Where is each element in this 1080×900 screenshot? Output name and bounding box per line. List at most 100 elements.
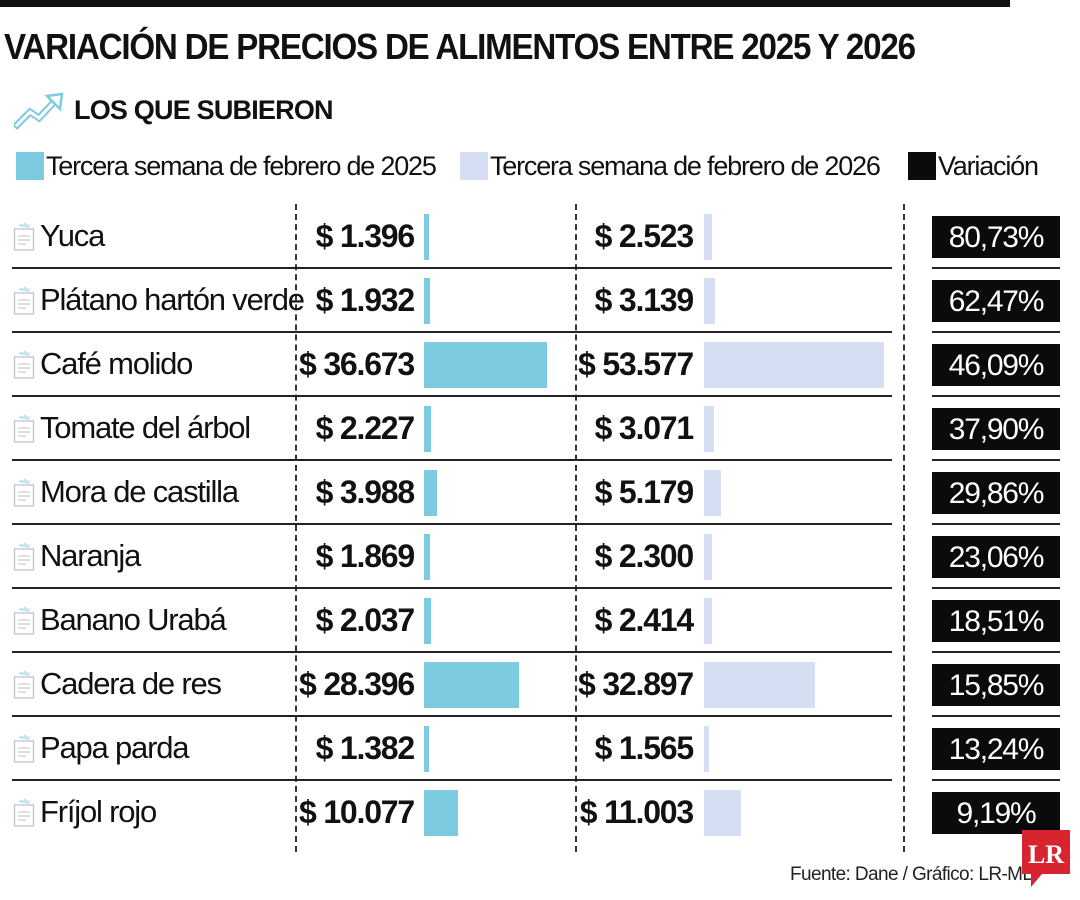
grocery-bag-icon <box>13 478 35 507</box>
row-separator-variation <box>932 715 1060 717</box>
price-2025-label: $ 36.673 <box>299 346 415 382</box>
row-separator-variation <box>932 459 1060 461</box>
legend-item-2025: Tercera semana de febrero de 2025 <box>16 148 437 184</box>
bar-2026 <box>704 598 712 644</box>
table-row: Tomate del árbol $ 2.227 $ 3.071 37,90% <box>0 396 1080 460</box>
row-separator-variation <box>932 779 1060 781</box>
bar-2026 <box>704 534 712 580</box>
product-label: Fríjol rojo <box>40 794 157 829</box>
variation-badge: 80,73% <box>932 216 1060 258</box>
grocery-bag-icon <box>13 606 35 635</box>
price-2026-label: $ 2.414 <box>594 602 695 638</box>
chart-title: VARIACIÓN DE PRECIOS DE ALIMENTOS ENTRE … <box>4 26 916 67</box>
product-label: Plátano hartón verde <box>40 282 305 317</box>
legend-swatch-2025 <box>16 152 44 180</box>
variation-badge: 9,19% <box>932 792 1060 834</box>
bar-2026 <box>704 662 815 708</box>
table-row: Café molido $ 36.673 $ 53.577 46,09% <box>0 332 1080 396</box>
table-row: Cadera de res $ 28.396 $ 32.897 15,85% <box>0 652 1080 716</box>
grocery-bag-icon <box>13 542 35 571</box>
product-label: Cadera de res <box>40 666 222 701</box>
table-row: Naranja $ 1.869 $ 2.300 23,06% <box>0 524 1080 588</box>
row-separator-variation <box>932 587 1060 589</box>
lr-logo: LR <box>1022 830 1070 887</box>
bar-2026 <box>704 342 884 388</box>
column-divider-variation <box>903 204 905 852</box>
bar-2025 <box>424 278 430 324</box>
subtitle: LOS QUE SUBIERON <box>74 94 334 125</box>
product-label: Yuca <box>40 218 105 253</box>
row-separator-variation <box>932 331 1060 333</box>
price-2026-label: $ 2.523 <box>594 218 695 254</box>
bar-2025 <box>424 406 431 452</box>
price-2026-label: $ 5.179 <box>594 474 695 510</box>
price-2026-label: $ 32.897 <box>578 666 694 702</box>
bar-2026 <box>704 406 714 452</box>
legend-swatch-variation <box>908 152 936 180</box>
row-separator-variation <box>932 395 1060 397</box>
grocery-bag-icon <box>13 734 35 763</box>
bar-2025 <box>424 342 547 388</box>
price-2026-label: $ 11.003 <box>579 794 694 830</box>
price-2026-label: $ 2.300 <box>594 538 695 574</box>
subtitle-row: LOS QUE SUBIERON <box>14 88 334 132</box>
legend-item-variation: Variación <box>908 148 1039 184</box>
table-row: Papa parda $ 1.382 $ 1.565 13,24% <box>0 716 1080 780</box>
row-separator <box>12 523 892 525</box>
column-divider-2025 <box>295 204 297 852</box>
bar-2025 <box>424 790 458 836</box>
product-label: Mora de castilla <box>40 474 239 509</box>
price-2026-label: $ 1.565 <box>594 730 695 766</box>
bar-2025 <box>424 214 429 260</box>
price-2025-label: $ 2.037 <box>315 602 416 638</box>
table-row: Fríjol rojo $ 10.077 $ 11.003 9,19% <box>0 780 1080 844</box>
price-2025-label: $ 2.227 <box>315 410 416 446</box>
table-row: Yuca $ 1.396 $ 2.523 80,73% <box>0 204 1080 268</box>
legend-item-2026: Tercera semana de febrero de 2026 <box>460 148 881 184</box>
variation-badge: 37,90% <box>932 408 1060 450</box>
price-2025-label: $ 1.869 <box>315 538 416 574</box>
trend-up-icon <box>14 92 64 130</box>
row-separator <box>12 651 892 653</box>
bar-2026 <box>704 278 715 324</box>
price-2025-label: $ 1.932 <box>315 282 416 318</box>
product-label: Café molido <box>40 346 193 381</box>
price-2026-label: $ 3.071 <box>594 410 695 446</box>
table-row: Plátano hartón verde $ 1.932 $ 3.139 62,47% <box>0 268 1080 332</box>
bar-2025 <box>424 534 430 580</box>
bar-2026 <box>704 470 721 516</box>
grocery-bag-icon <box>13 286 35 315</box>
legend-label-2025: Tercera semana de febrero de 2025 <box>46 150 437 181</box>
product-label: Tomate del árbol <box>40 410 251 445</box>
grocery-bag-icon <box>13 670 35 699</box>
row-separator <box>12 395 892 397</box>
variation-badge: 29,86% <box>932 472 1060 514</box>
bar-2026 <box>704 790 741 836</box>
legend-label-2026: Tercera semana de febrero de 2026 <box>490 150 881 181</box>
bar-2025 <box>424 662 519 708</box>
legend-label-variation: Variación <box>938 150 1039 181</box>
price-2025-label: $ 10.077 <box>299 794 415 830</box>
variation-badge: 23,06% <box>932 536 1060 578</box>
top-rule <box>0 0 1010 7</box>
row-separator-variation <box>932 651 1060 653</box>
row-separator <box>12 715 892 717</box>
variation-badge: 13,24% <box>932 728 1060 770</box>
bar-2026 <box>704 214 712 260</box>
product-label: Papa parda <box>40 730 190 765</box>
row-separator-variation <box>932 523 1060 525</box>
bar-2025 <box>424 470 437 516</box>
price-2025-label: $ 1.396 <box>315 218 416 254</box>
grocery-bag-icon <box>13 414 35 443</box>
legend: Tercera semana de febrero de 2025 Tercer… <box>0 148 1080 184</box>
table-row: Banano Urabá $ 2.037 $ 2.414 18,51% <box>0 588 1080 652</box>
price-2025-label: $ 28.396 <box>299 666 415 702</box>
table-row: Mora de castilla $ 3.988 $ 5.179 29,86% <box>0 460 1080 524</box>
lr-logo-text: LR <box>1028 840 1064 869</box>
product-label: Naranja <box>40 538 141 573</box>
variation-badge: 62,47% <box>932 280 1060 322</box>
row-separator <box>12 459 892 461</box>
grocery-bag-icon <box>13 798 35 827</box>
price-2026-label: $ 3.139 <box>594 282 695 318</box>
column-divider-2026 <box>575 204 577 852</box>
